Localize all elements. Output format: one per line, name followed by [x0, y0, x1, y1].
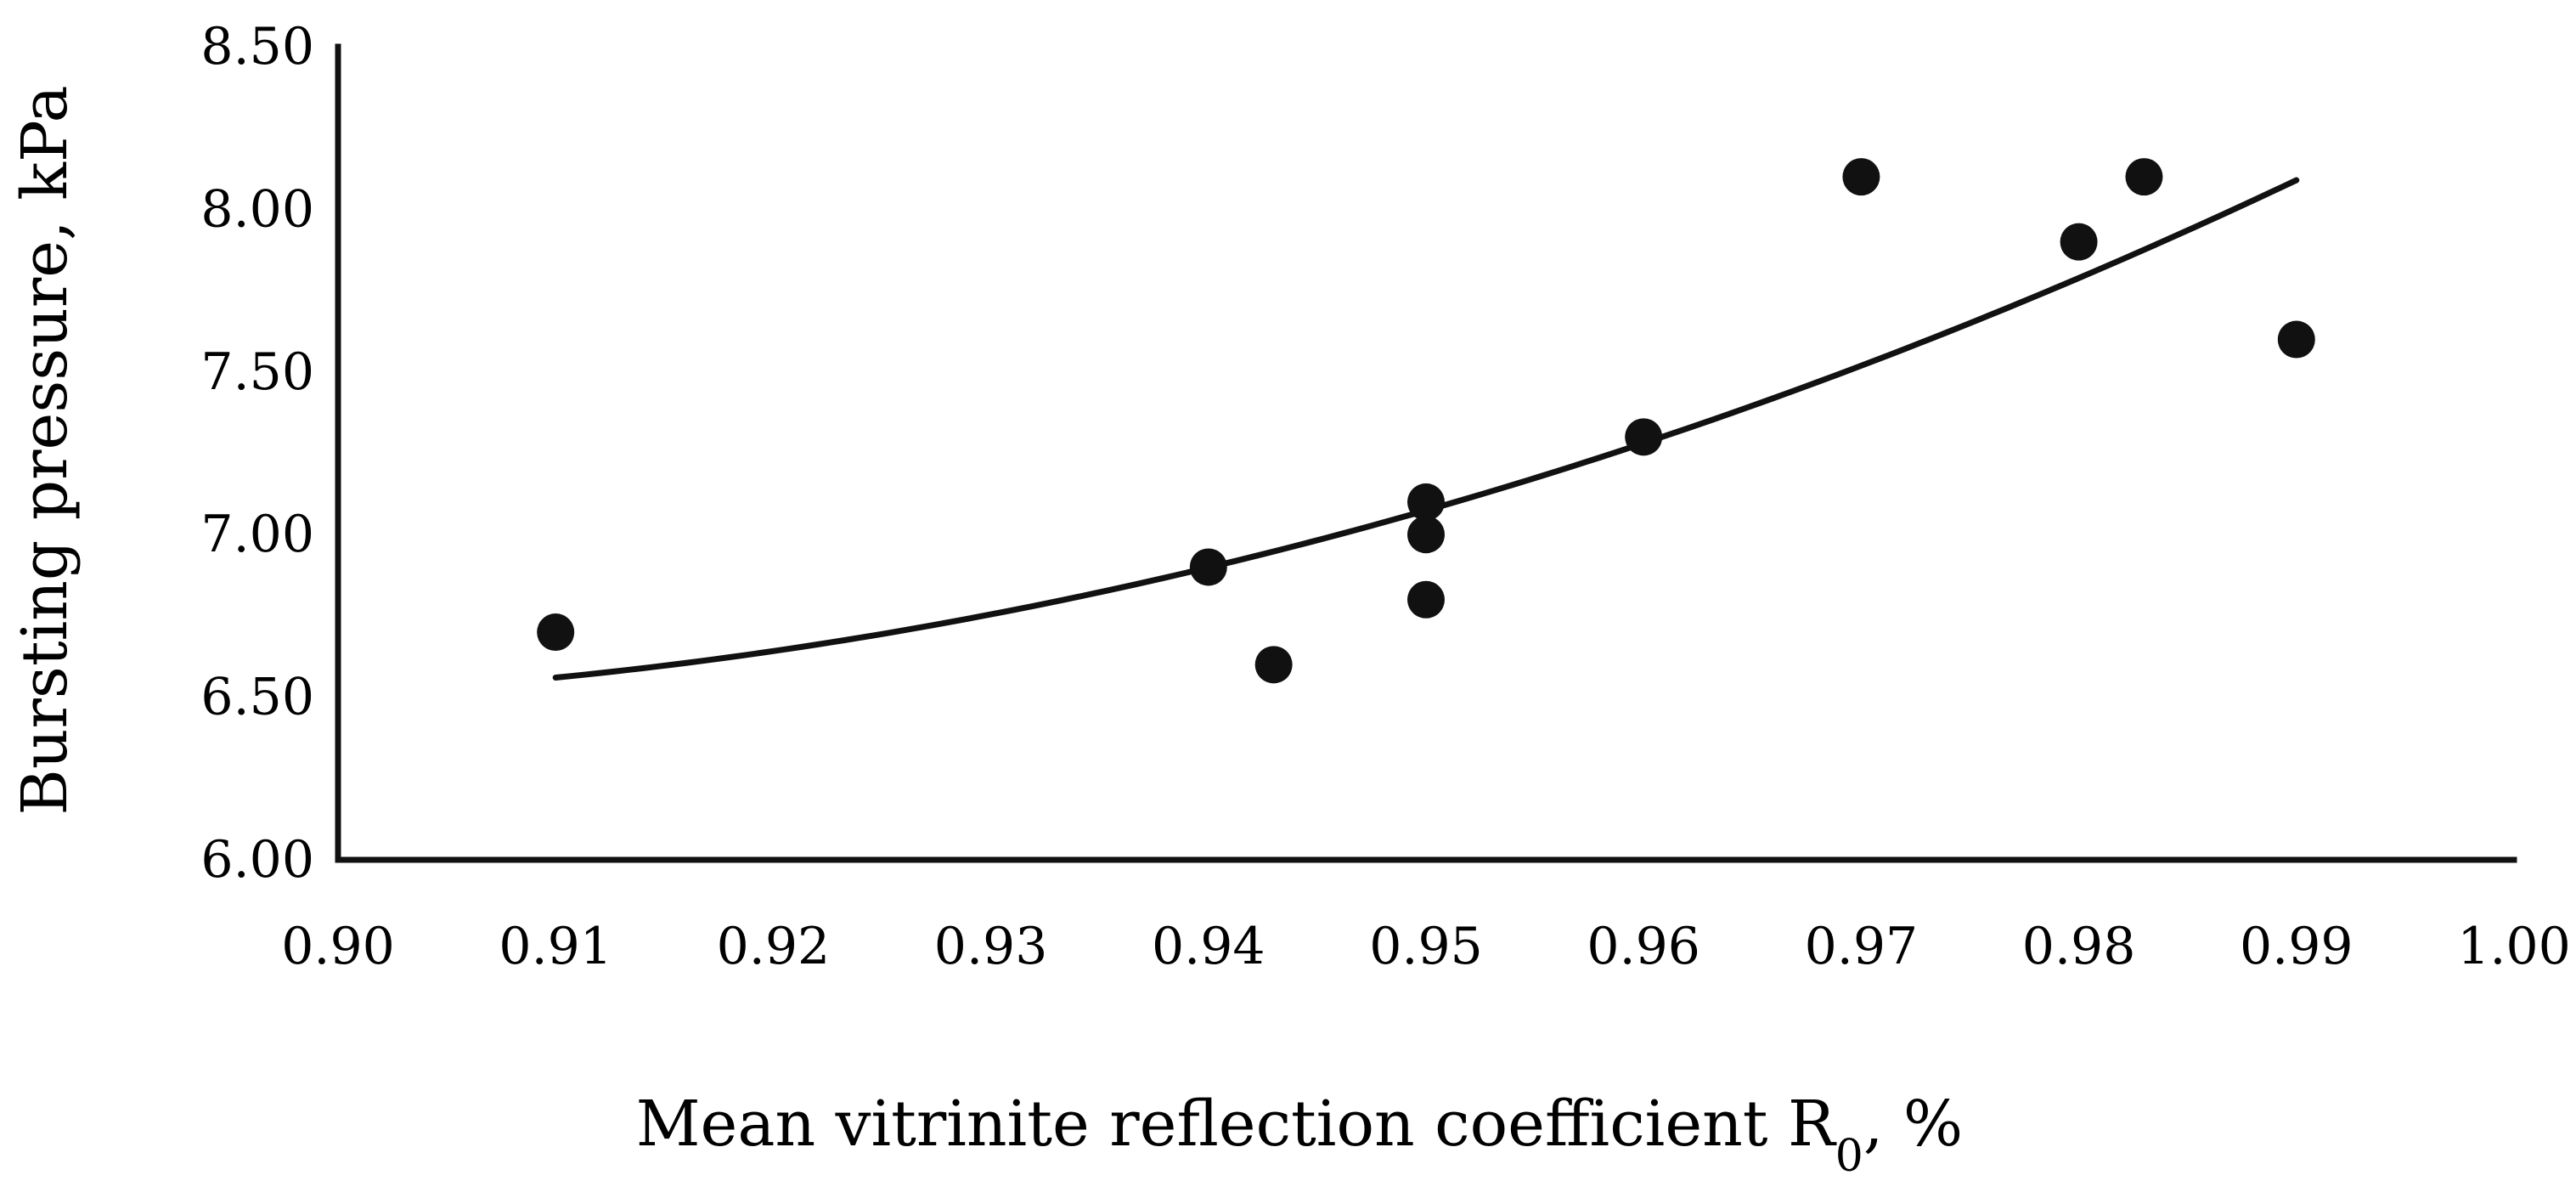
- data-point: [1625, 418, 1663, 456]
- data-point: [2060, 223, 2098, 261]
- data-point: [537, 613, 575, 652]
- data-points: [537, 158, 2315, 684]
- x-tick-label: 0.93: [934, 917, 1048, 976]
- axes: [335, 43, 2517, 863]
- data-point: [1254, 646, 1293, 684]
- data-point: [2277, 320, 2315, 359]
- x-tick-label: 0.99: [2240, 917, 2353, 976]
- y-tick-label: 7.00: [200, 505, 314, 564]
- data-point: [1407, 580, 1445, 619]
- x-tick-label: 0.94: [1152, 917, 1265, 976]
- x-tick-label: 0.98: [2022, 917, 2136, 976]
- data-point: [1407, 483, 1445, 521]
- y-tick-label: 7.50: [200, 342, 314, 402]
- x-tick-label: 0.92: [717, 917, 831, 976]
- x-tick-label: 0.91: [499, 917, 612, 976]
- data-point: [2125, 158, 2163, 196]
- x-axis-title-suffix: , %: [1863, 1088, 1963, 1161]
- y-tick-label: 8.50: [200, 17, 314, 76]
- y-tick-label: 6.50: [200, 668, 314, 727]
- y-tick-label: 6.00: [200, 830, 314, 890]
- x-tick-label: 0.90: [281, 917, 395, 976]
- tick-labels: 0.90 0.91 0.92 0.93 0.94 0.95 0.96 0.97 0.98 0.99…: [200, 17, 2570, 976]
- x-tick-label: 0.96: [1587, 917, 1700, 976]
- x-axis-title-subscript: 0: [1835, 1131, 1863, 1181]
- x-axis-title: Mean vitrinite reflection coefficient R0…: [636, 1088, 1963, 1181]
- x-tick-label: 0.97: [1805, 917, 1919, 976]
- y-tick-label: 8.00: [200, 179, 314, 239]
- x-tick-label: 1.00: [2457, 917, 2571, 976]
- data-point: [1407, 516, 1445, 554]
- y-axis-title: Bursting pressure, kPa: [8, 85, 82, 815]
- x-axis-title-main: Mean vitrinite reflection coefficient R: [636, 1088, 1837, 1161]
- data-point: [1189, 548, 1227, 586]
- data-point: [1842, 158, 1880, 196]
- x-tick-label: 0.95: [1369, 917, 1483, 976]
